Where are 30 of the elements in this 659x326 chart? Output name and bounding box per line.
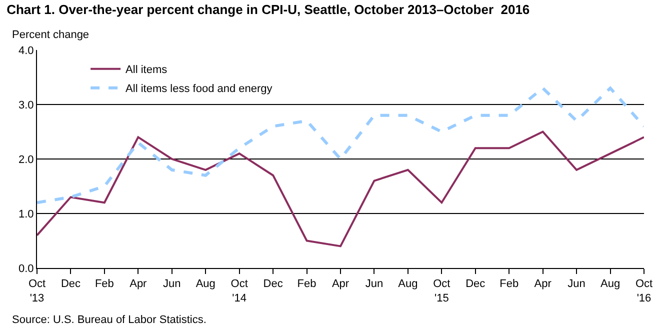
x-tick-label: Aug: [600, 278, 620, 290]
x-tick-label: Dec: [60, 278, 81, 290]
y-tick-label: 1.0: [18, 208, 34, 220]
x-tick-label: Jun: [568, 278, 586, 290]
y-tick-label: 3.0: [18, 99, 34, 112]
x-tick-label: Aug: [196, 278, 216, 290]
y-tick-label: 0.0: [18, 262, 34, 275]
x-tick-label: Jun: [365, 278, 384, 290]
x-tick-label: Oct '16: [635, 278, 653, 304]
x-tick-label: Aug: [398, 278, 418, 290]
x-tick-label: Oct '13: [28, 278, 46, 304]
y-axis-title: Percent change: [12, 29, 90, 41]
legend-label: All items less food and energy: [126, 83, 273, 96]
x-tick-label: Dec: [466, 278, 486, 290]
x-tick-label: Dec: [263, 278, 284, 290]
x-tick-label: Feb: [94, 278, 114, 290]
x-tick-label: Apr: [130, 278, 148, 290]
x-tick-label: Feb: [500, 278, 519, 290]
chart-title: Chart 1. Over-the-year percent change in CPI-U, Seattle, October 2013–October 2016: [6, 2, 530, 17]
x-tick-label: Oct '14: [230, 278, 248, 304]
line-series: [37, 130, 644, 248]
y-tick-label: 4.0: [18, 44, 34, 57]
x-tick-label: Feb: [297, 278, 316, 290]
x-tick-label: Apr: [332, 278, 350, 290]
legend-label: All items: [126, 64, 168, 76]
y-tick-label: 2.0: [18, 154, 34, 166]
x-tick-label: Apr: [534, 278, 552, 290]
x-tick-label: Jun: [163, 278, 181, 290]
source-note: Source: U.S. Bureau of Labor Statistics.: [12, 314, 206, 326]
x-tick-label: Oct '15: [433, 278, 450, 304]
